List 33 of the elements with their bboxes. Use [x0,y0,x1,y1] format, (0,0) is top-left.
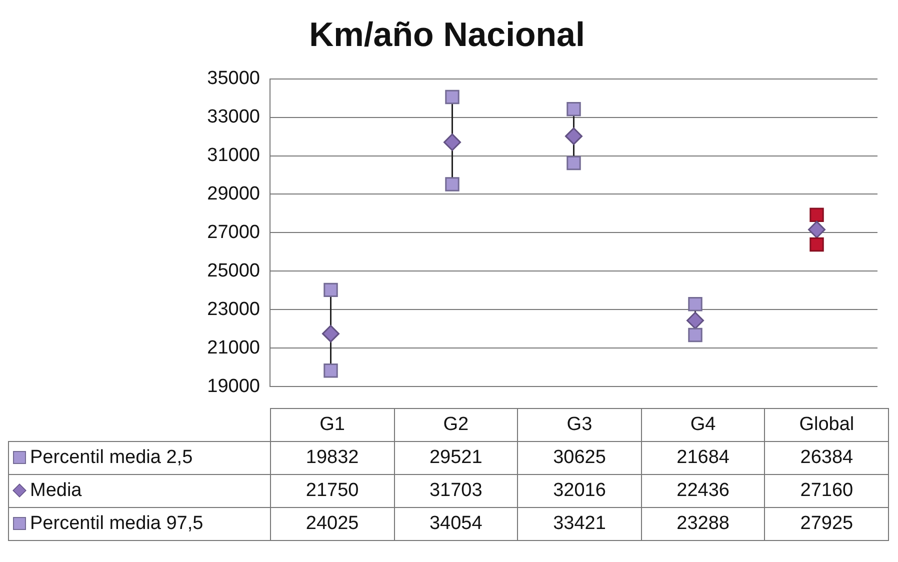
x-tick-label: G1 [270,408,394,442]
y-tick-label: 21000 [207,337,260,358]
legend-label: Percentil media 97,5 [30,513,204,534]
chart-title: Km/año Nacional [309,16,585,54]
data-label: 27925 [764,508,888,540]
data-label: 21750 [270,474,394,508]
y-tick-label: 23000 [207,298,260,320]
data-label: 24025 [270,508,394,540]
x-tick-label: G4 [641,408,765,442]
legend-label: Percentil media 2,5 [30,447,193,468]
data-label: 31703 [394,474,518,508]
data-label: 22436 [641,474,765,508]
data-label: 21684 [641,442,765,474]
data-label: 19832 [270,442,394,474]
data-label: 29521 [394,442,518,474]
legend-label: Media [30,480,82,501]
data-label: 23288 [641,508,765,540]
y-tick-label: 25000 [207,260,260,282]
y-tick-label: 35000 [207,68,260,90]
y-tick-label: 29000 [207,183,260,204]
data-label: 30625 [518,442,642,474]
x-tick-label: G3 [518,408,642,442]
y-tick-label: 31000 [207,144,260,166]
x-tick-label: G2 [394,408,518,442]
data-label: 32016 [518,474,642,508]
y-tick-label: 27000 [207,222,260,243]
data-label: 34054 [394,508,518,540]
data-label: 26384 [764,442,888,474]
y-tick-label: 33000 [207,106,260,128]
y-tick-label: 19000 [207,376,260,397]
data-label: 33421 [518,508,642,540]
data-label: 27160 [764,474,888,508]
x-tick-label: Global [764,408,888,442]
